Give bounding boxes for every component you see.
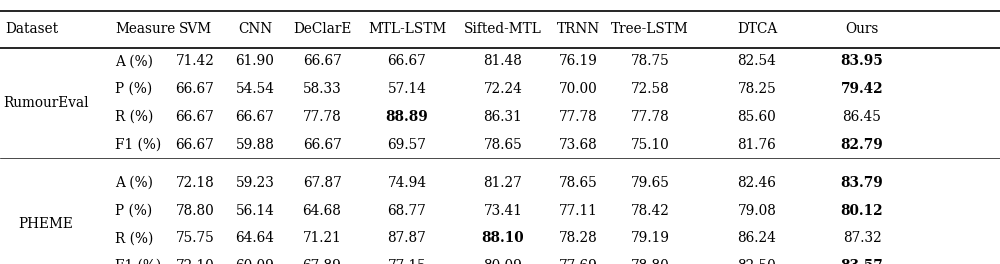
Text: 69.57: 69.57 — [388, 138, 426, 152]
Text: 81.76: 81.76 — [738, 138, 776, 152]
Text: DeClarE: DeClarE — [293, 22, 351, 36]
Text: P (%): P (%) — [115, 82, 152, 96]
Text: 72.10: 72.10 — [176, 259, 214, 264]
Text: 66.67: 66.67 — [176, 138, 214, 152]
Text: 82.50: 82.50 — [738, 259, 776, 264]
Text: 61.90: 61.90 — [236, 54, 274, 68]
Text: 60.09: 60.09 — [236, 259, 274, 264]
Text: 81.27: 81.27 — [484, 176, 522, 190]
Text: 73.68: 73.68 — [559, 138, 597, 152]
Text: 86.24: 86.24 — [738, 231, 776, 245]
Text: 83.95: 83.95 — [841, 54, 883, 68]
Text: A (%): A (%) — [115, 176, 153, 190]
Text: 72.24: 72.24 — [484, 82, 522, 96]
Text: 78.75: 78.75 — [631, 54, 669, 68]
Text: Ours: Ours — [845, 22, 879, 36]
Text: 77.11: 77.11 — [559, 204, 597, 218]
Text: A (%): A (%) — [115, 54, 153, 68]
Text: 78.25: 78.25 — [738, 82, 776, 96]
Text: 81.48: 81.48 — [484, 54, 522, 68]
Text: DTCA: DTCA — [737, 22, 777, 36]
Text: 59.88: 59.88 — [236, 138, 274, 152]
Text: 66.67: 66.67 — [303, 54, 341, 68]
Text: R (%): R (%) — [115, 231, 153, 245]
Text: 72.18: 72.18 — [176, 176, 214, 190]
Text: 70.00: 70.00 — [559, 82, 597, 96]
Text: 80.12: 80.12 — [841, 204, 883, 218]
Text: Measure: Measure — [115, 22, 175, 36]
Text: 87.87: 87.87 — [388, 231, 426, 245]
Text: 78.65: 78.65 — [559, 176, 597, 190]
Text: Sifted-MTL: Sifted-MTL — [464, 22, 542, 36]
Text: 77.78: 77.78 — [631, 110, 669, 124]
Text: SVM: SVM — [178, 22, 212, 36]
Text: 80.09: 80.09 — [484, 259, 522, 264]
Text: 87.32: 87.32 — [843, 231, 881, 245]
Text: 76.19: 76.19 — [559, 54, 597, 68]
Text: CNN: CNN — [238, 22, 272, 36]
Text: 82.79: 82.79 — [841, 138, 883, 152]
Text: PHEME: PHEME — [19, 217, 73, 232]
Text: 66.67: 66.67 — [176, 110, 214, 124]
Text: 57.14: 57.14 — [388, 82, 426, 96]
Text: 68.77: 68.77 — [388, 204, 426, 218]
Text: 79.19: 79.19 — [631, 231, 670, 245]
Text: 82.46: 82.46 — [738, 176, 776, 190]
Text: F1 (%): F1 (%) — [115, 259, 161, 264]
Text: 79.08: 79.08 — [738, 204, 776, 218]
Text: 77.69: 77.69 — [559, 259, 597, 264]
Text: 83.79: 83.79 — [841, 176, 883, 190]
Text: F1 (%): F1 (%) — [115, 138, 161, 152]
Text: 58.33: 58.33 — [303, 82, 341, 96]
Text: 78.42: 78.42 — [631, 204, 669, 218]
Text: 79.65: 79.65 — [631, 176, 669, 190]
Text: 66.67: 66.67 — [388, 54, 426, 68]
Text: 78.28: 78.28 — [559, 231, 597, 245]
Text: TRNN: TRNN — [556, 22, 600, 36]
Text: 73.41: 73.41 — [484, 204, 522, 218]
Text: 74.94: 74.94 — [387, 176, 427, 190]
Text: R (%): R (%) — [115, 110, 153, 124]
Text: RumourEval: RumourEval — [3, 96, 89, 110]
Text: 54.54: 54.54 — [236, 82, 274, 96]
Text: MTL-LSTM: MTL-LSTM — [368, 22, 446, 36]
Text: 79.42: 79.42 — [841, 82, 883, 96]
Text: 78.80: 78.80 — [176, 204, 214, 218]
Text: 77.15: 77.15 — [388, 259, 426, 264]
Text: 64.64: 64.64 — [236, 231, 274, 245]
Text: Dataset: Dataset — [5, 22, 58, 36]
Text: 64.68: 64.68 — [303, 204, 341, 218]
Text: 75.10: 75.10 — [631, 138, 669, 152]
Text: Tree-LSTM: Tree-LSTM — [611, 22, 689, 36]
Text: 77.78: 77.78 — [303, 110, 341, 124]
Text: 67.87: 67.87 — [303, 176, 341, 190]
Text: 75.75: 75.75 — [176, 231, 214, 245]
Text: 66.67: 66.67 — [176, 82, 214, 96]
Text: 83.57: 83.57 — [841, 259, 883, 264]
Text: 67.89: 67.89 — [303, 259, 341, 264]
Text: 72.58: 72.58 — [631, 82, 669, 96]
Text: 66.67: 66.67 — [303, 138, 341, 152]
Text: 59.23: 59.23 — [236, 176, 274, 190]
Text: 86.31: 86.31 — [484, 110, 522, 124]
Text: 71.42: 71.42 — [176, 54, 214, 68]
Text: 78.65: 78.65 — [484, 138, 522, 152]
Text: 71.21: 71.21 — [303, 231, 341, 245]
Text: 88.10: 88.10 — [482, 231, 524, 245]
Text: 66.67: 66.67 — [236, 110, 274, 124]
Text: 85.60: 85.60 — [738, 110, 776, 124]
Text: 88.89: 88.89 — [386, 110, 428, 124]
Text: 56.14: 56.14 — [236, 204, 274, 218]
Text: 86.45: 86.45 — [843, 110, 881, 124]
Text: 77.78: 77.78 — [559, 110, 597, 124]
Text: 82.54: 82.54 — [738, 54, 776, 68]
Text: P (%): P (%) — [115, 204, 152, 218]
Text: 78.80: 78.80 — [631, 259, 669, 264]
